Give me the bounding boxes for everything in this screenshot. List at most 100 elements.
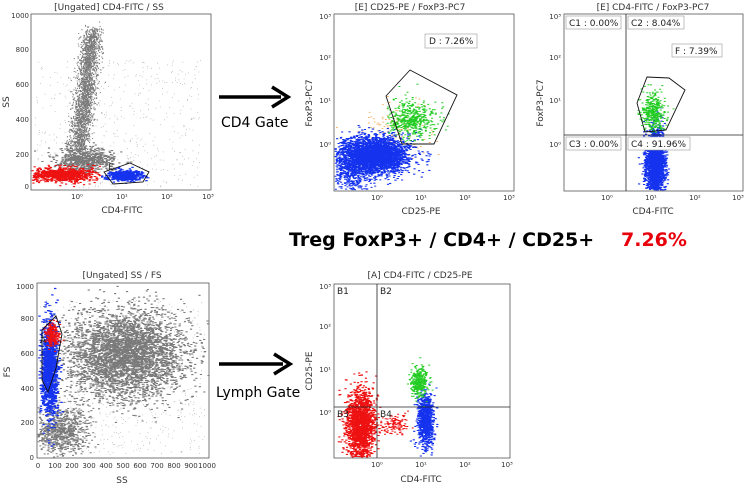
p1-xtick-3: 10³ — [202, 193, 214, 201]
p4-ylabel: FS — [3, 366, 13, 377]
panel-3-dots — [637, 84, 675, 191]
p5-green-cluster — [407, 357, 434, 408]
panel-4-x-ticks: 0 100 200 300 400 500 600 700 800 900 10… — [36, 462, 216, 470]
p4-xtick-5: 500 — [116, 462, 129, 470]
p4-xtick-6: 600 — [133, 462, 146, 470]
p1-ytick-0: 0 — [25, 183, 29, 191]
p3-xlabel: CD4-FITC — [632, 207, 673, 217]
panel-cd4-ss: [Ungated] CD4-FITC / SS 0 200 400 600 80… — [2, 3, 214, 216]
p2-ytick-0: 10⁰ — [319, 141, 331, 149]
p2-ylabel: FoxP3-PC7 — [305, 79, 315, 126]
treg-summary-label: Treg FoxP3+ / CD4+ / CD25+ — [289, 229, 595, 251]
arrow-cd4-gate — [219, 85, 292, 109]
p3-quadrant-c3: C3 : 0.00% — [569, 140, 619, 150]
panel-1-x-ticks: 10⁰ 10¹ 10² 10³ — [71, 193, 214, 201]
p4-ytick-0: 0 — [30, 454, 34, 462]
p3-c3-box — [565, 136, 622, 151]
p2-gate-d-label-box — [424, 33, 478, 49]
p3-ytick-3: 10³ — [549, 13, 561, 21]
p4-xtick-3: 300 — [82, 462, 95, 470]
panel-5-dots — [337, 357, 439, 458]
p3-c1-box — [565, 15, 622, 30]
p5-quadrant-b2: B2 — [380, 287, 392, 297]
arrow-lymph-gate-head — [273, 352, 294, 376]
p4-xtick-9: 900 — [184, 462, 197, 470]
p2-gate-d-label: D : 7.26% — [429, 37, 474, 47]
p1-xtick-1: 10¹ — [116, 193, 128, 201]
p4-xtick-7: 700 — [150, 462, 163, 470]
panel-1-frame — [30, 13, 212, 191]
p3-xtick-2: 10² — [689, 194, 701, 202]
p3-gate-f — [636, 76, 686, 133]
p2-xtick-2: 10² — [459, 194, 471, 202]
p1-ytick-1: 200 — [16, 151, 29, 159]
p4-xlabel: SS — [116, 476, 128, 486]
p4-xtick-10: 1000 — [198, 462, 216, 470]
p5-ytick-2: 10² — [319, 323, 331, 331]
p3-ytick-1: 10¹ — [549, 97, 561, 105]
p3-quadrant-c2: C2 : 8.04% — [631, 19, 681, 29]
p1-ytick-3: 600 — [16, 81, 29, 89]
p3-quadrant-c1: C1 : 0.00% — [569, 19, 619, 29]
panel-5-x-ticks: 10⁰ 10¹ 10² 10³ — [371, 461, 513, 469]
p1-blue-cluster — [101, 166, 150, 184]
p4-ytick-2: 400 — [21, 385, 34, 393]
p5-xtick-3: 10³ — [501, 461, 513, 469]
p5-ytick-3: 10³ — [319, 283, 331, 291]
p1-xtick-2: 10² — [161, 193, 173, 201]
panel-cd4-cd25: [A] CD4-FITC / CD25-PE 10⁰ 10¹ 10² 10³ 1… — [305, 271, 513, 485]
p5-xlabel: CD4-FITC — [400, 475, 441, 485]
panel-cd25-foxp3: [E] CD25-PE / FoxP3-PC7 10⁰ 10¹ 10² 10³ … — [305, 3, 515, 217]
panel-ss-fs: [Ungated] SS / FS 0 200 400 600 800 1000… — [3, 271, 216, 486]
p4-ytick-5: 1000 — [16, 283, 34, 291]
p4-gate-a-label: A — [40, 336, 47, 346]
p3-xtick-3: 10³ — [732, 194, 744, 202]
p1-ytick-5: 1000 — [11, 12, 29, 20]
p5-xtick-0: 10⁰ — [371, 461, 383, 469]
p5-ytick-1: 10¹ — [319, 366, 331, 374]
p3-ytick-0: 10⁰ — [549, 141, 561, 149]
p1-gray-column — [65, 21, 106, 156]
p3-xtick-0: 10⁰ — [601, 194, 613, 202]
p4-gate-a — [41, 315, 63, 394]
p5-quadrant-b4: B4 — [380, 410, 392, 420]
arrow-lymph-gate — [219, 352, 294, 376]
p1-ytick-4: 800 — [16, 46, 29, 54]
treg-summary-value: 7.26% — [621, 229, 687, 251]
p4-xtick-8: 800 — [167, 462, 180, 470]
p3-c4-box — [627, 136, 691, 151]
panel-3-x-ticks: 10⁰ 10¹ 10² 10³ — [601, 194, 744, 202]
panel-1-dots — [31, 21, 201, 189]
p2-green-gate — [386, 83, 450, 142]
p1-gate-e — [103, 162, 150, 185]
panel-3-title: [E] CD4-FITC / FoxP3-PC7 — [597, 3, 710, 13]
panel-cd4-foxp3: [E] CD4-FITC / FoxP3-PC7 10⁰ 10¹ 10² 10³… — [536, 3, 744, 217]
p2-xlabel: CD25-PE — [401, 207, 440, 217]
p4-ytick-1: 200 — [21, 419, 34, 427]
panel-3-y-ticks: 10⁰ 10¹ 10² 10³ — [549, 13, 561, 149]
p2-xtick-3: 10³ — [503, 194, 515, 202]
p4-xtick-1: 100 — [48, 462, 61, 470]
panel-5-title: [A] CD4-FITC / CD25-PE — [367, 271, 472, 281]
p1-ylabel: SS — [2, 96, 12, 108]
cd4-gate-label: CD4 Gate — [221, 115, 289, 131]
p5-blue-cluster — [409, 380, 439, 457]
p1-ytick-2: 400 — [16, 116, 29, 124]
p5-quadrant-b1: B1 — [337, 287, 349, 297]
panel-5-y-ticks: 10⁰ 10¹ 10² 10³ — [319, 283, 331, 417]
p5-ytick-0: 10⁰ — [319, 409, 331, 417]
p4-gray-big — [39, 285, 210, 427]
p4-xtick-2: 200 — [65, 462, 78, 470]
panel-2-x-ticks: 10⁰ 10¹ 10² 10³ — [371, 194, 515, 202]
p3-quadrant-c4: C4 : 91.96% — [631, 140, 687, 150]
panel-2-y-ticks: 10⁰ 10¹ 10² 10³ — [319, 13, 331, 149]
p5-xtick-2: 10² — [459, 461, 471, 469]
p4-ytick-3: 600 — [21, 350, 34, 358]
p5-red-cluster — [337, 371, 384, 458]
p5-xtick-1: 10¹ — [415, 461, 427, 469]
panel-4-title: [Ungated] SS / FS — [82, 271, 161, 281]
panel-2-dots — [334, 83, 450, 191]
panel-1-y-ticks: 0 200 400 600 800 1000 — [11, 12, 29, 191]
p2-xtick-1: 10¹ — [415, 194, 427, 202]
